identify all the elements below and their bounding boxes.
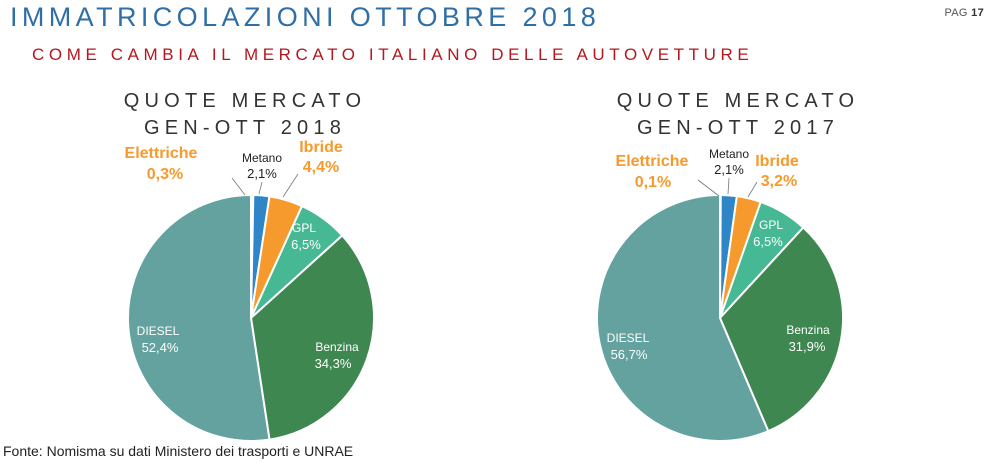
leader-line-2018-elettriche [231,177,246,196]
leader-line-2017-ibride [747,181,758,198]
pie-slice-2018-diesel [126,193,271,442]
pie-label-name-2017-diesel: DIESEL [607,331,650,345]
pie-label-value-2017-diesel: 56,7% [611,347,648,362]
pie-label-value-2018-metano: 2,1% [247,166,277,181]
pie-label-name-2018-metano: Metano [242,151,282,165]
pie-label-value-2018-diesel: 52,4% [142,340,179,355]
page-subtitle: COME CAMBIA IL MERCATO ITALIANO DELLE AU… [32,45,754,64]
pie-label-value-2018-gpl: 6,5% [291,237,321,252]
chart-title-2017-line-2: GEN-OTT 2017 [636,117,840,139]
leader-line-2018-metano [258,181,263,195]
pie-label-value-2018-benzina: 34,3% [315,356,352,371]
page-number-value: 17 [971,7,984,19]
chart-title-2018-line-2: GEN-OTT 2018 [143,117,347,139]
leader-line-2017-elettriche [697,179,720,197]
pie-label-name-2018-benzina: Benzina [315,340,359,354]
pie-label-value-2017-metano: 2,1% [714,162,744,177]
pie-slice-2017-diesel [596,193,770,442]
pie-label-value-2018-elettriche: 0,3% [147,166,183,183]
pie-label-name-2017-gpl: GPL [759,218,783,232]
chart-title-2018-line-1: QUOTE MERCATO [123,90,367,112]
pie-label-name-2017-elettriche: Elettriche [616,153,689,170]
chart-title-2017-line-1: QUOTE MERCATO [616,90,860,112]
pie-label-value-2018-ibride: 4,4% [303,159,339,176]
source-note: Fonte: Nomisma su dati Ministero dei tra… [3,443,354,459]
pie-slice-2018-benzina [249,234,375,441]
page-title: IMMATRICOLAZIONI OTTOBRE 2018 [10,2,601,32]
pie-label-name-2017-metano: Metano [709,147,749,161]
pie-label-name-2018-elettriche: Elettriche [125,145,198,162]
leader-line-2018-ibride [282,173,299,198]
pie-label-name-2018-ibride: Ibride [299,139,343,156]
pie-label-value-2017-gpl: 6,5% [753,234,783,249]
pie-label-name-2017-benzina: Benzina [786,323,830,337]
page-number: PAG 17 [944,7,984,19]
chart-title-2018: QUOTE MERCATO GEN-OTT 2018 [65,88,425,142]
pie-slice-2017-benzina [718,226,844,433]
leader-line-2017-metano [727,177,730,195]
page-number-label: PAG [944,7,968,19]
pie-label-value-2017-benzina: 31,9% [789,339,826,354]
pie-label-value-2017-elettriche: 0,1% [635,174,671,191]
pie-label-name-2018-gpl: GPL [292,221,316,235]
pie-label-name-2017-ibride: Ibride [755,153,799,170]
chart-title-2017: QUOTE MERCATO GEN-OTT 2017 [558,88,918,142]
pie-label-name-2018-diesel: DIESEL [137,324,180,338]
pie-label-value-2017-ibride: 3,2% [761,173,797,190]
